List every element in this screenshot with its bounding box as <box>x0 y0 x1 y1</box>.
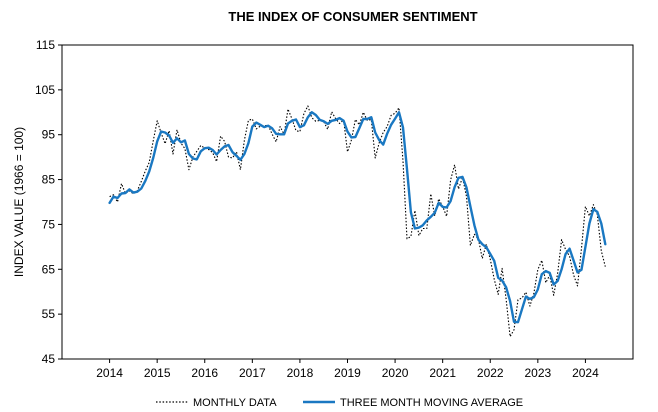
legend-label-monthly: MONTHLY DATA <box>193 397 277 409</box>
monthly-data-line <box>109 105 606 338</box>
x-tick-label: 2020 <box>382 366 409 380</box>
y-tick-label: 65 <box>42 262 56 276</box>
y-tick-label: 115 <box>36 38 55 52</box>
x-tick-label: 2021 <box>429 366 456 380</box>
plot-area <box>61 44 634 360</box>
x-tick-label: 2014 <box>96 366 123 380</box>
x-tick-label: 2024 <box>572 366 599 380</box>
x-axis: 2014 2015 2016 2017 2018 2019 2020 2021 2022 2023… <box>96 359 599 380</box>
chart-title: THE INDEX OF CONSUMER SENTIMENT <box>228 9 477 24</box>
x-tick-label: 2015 <box>144 366 171 380</box>
y-tick-label: 95 <box>42 128 56 142</box>
y-tick-label: 75 <box>42 217 56 231</box>
y-tick-label: 85 <box>42 173 56 187</box>
moving-average-line <box>108 111 607 324</box>
y-axis: 45 55 65 75 85 95 105 115 <box>35 38 62 366</box>
series-layer <box>108 105 607 338</box>
y-tick-label: 105 <box>35 83 55 97</box>
x-tick-label: 2016 <box>191 366 218 380</box>
legend-label-moving-average: THREE MONTH MOVING AVERAGE <box>340 397 523 409</box>
y-axis-label: INDEX VALUE (1966 = 100) <box>12 127 26 277</box>
x-tick-label: 2022 <box>477 366 504 380</box>
y-tick-label: 45 <box>42 352 56 366</box>
x-tick-label: 2018 <box>287 366 314 380</box>
y-tick-label: 55 <box>42 307 56 321</box>
x-tick-label: 2017 <box>239 366 266 380</box>
legend: MONTHLY DATA THREE MONTH MOVING AVERAGE <box>156 397 523 409</box>
x-tick-label: 2019 <box>334 366 361 380</box>
x-tick-label: 2023 <box>524 366 551 380</box>
